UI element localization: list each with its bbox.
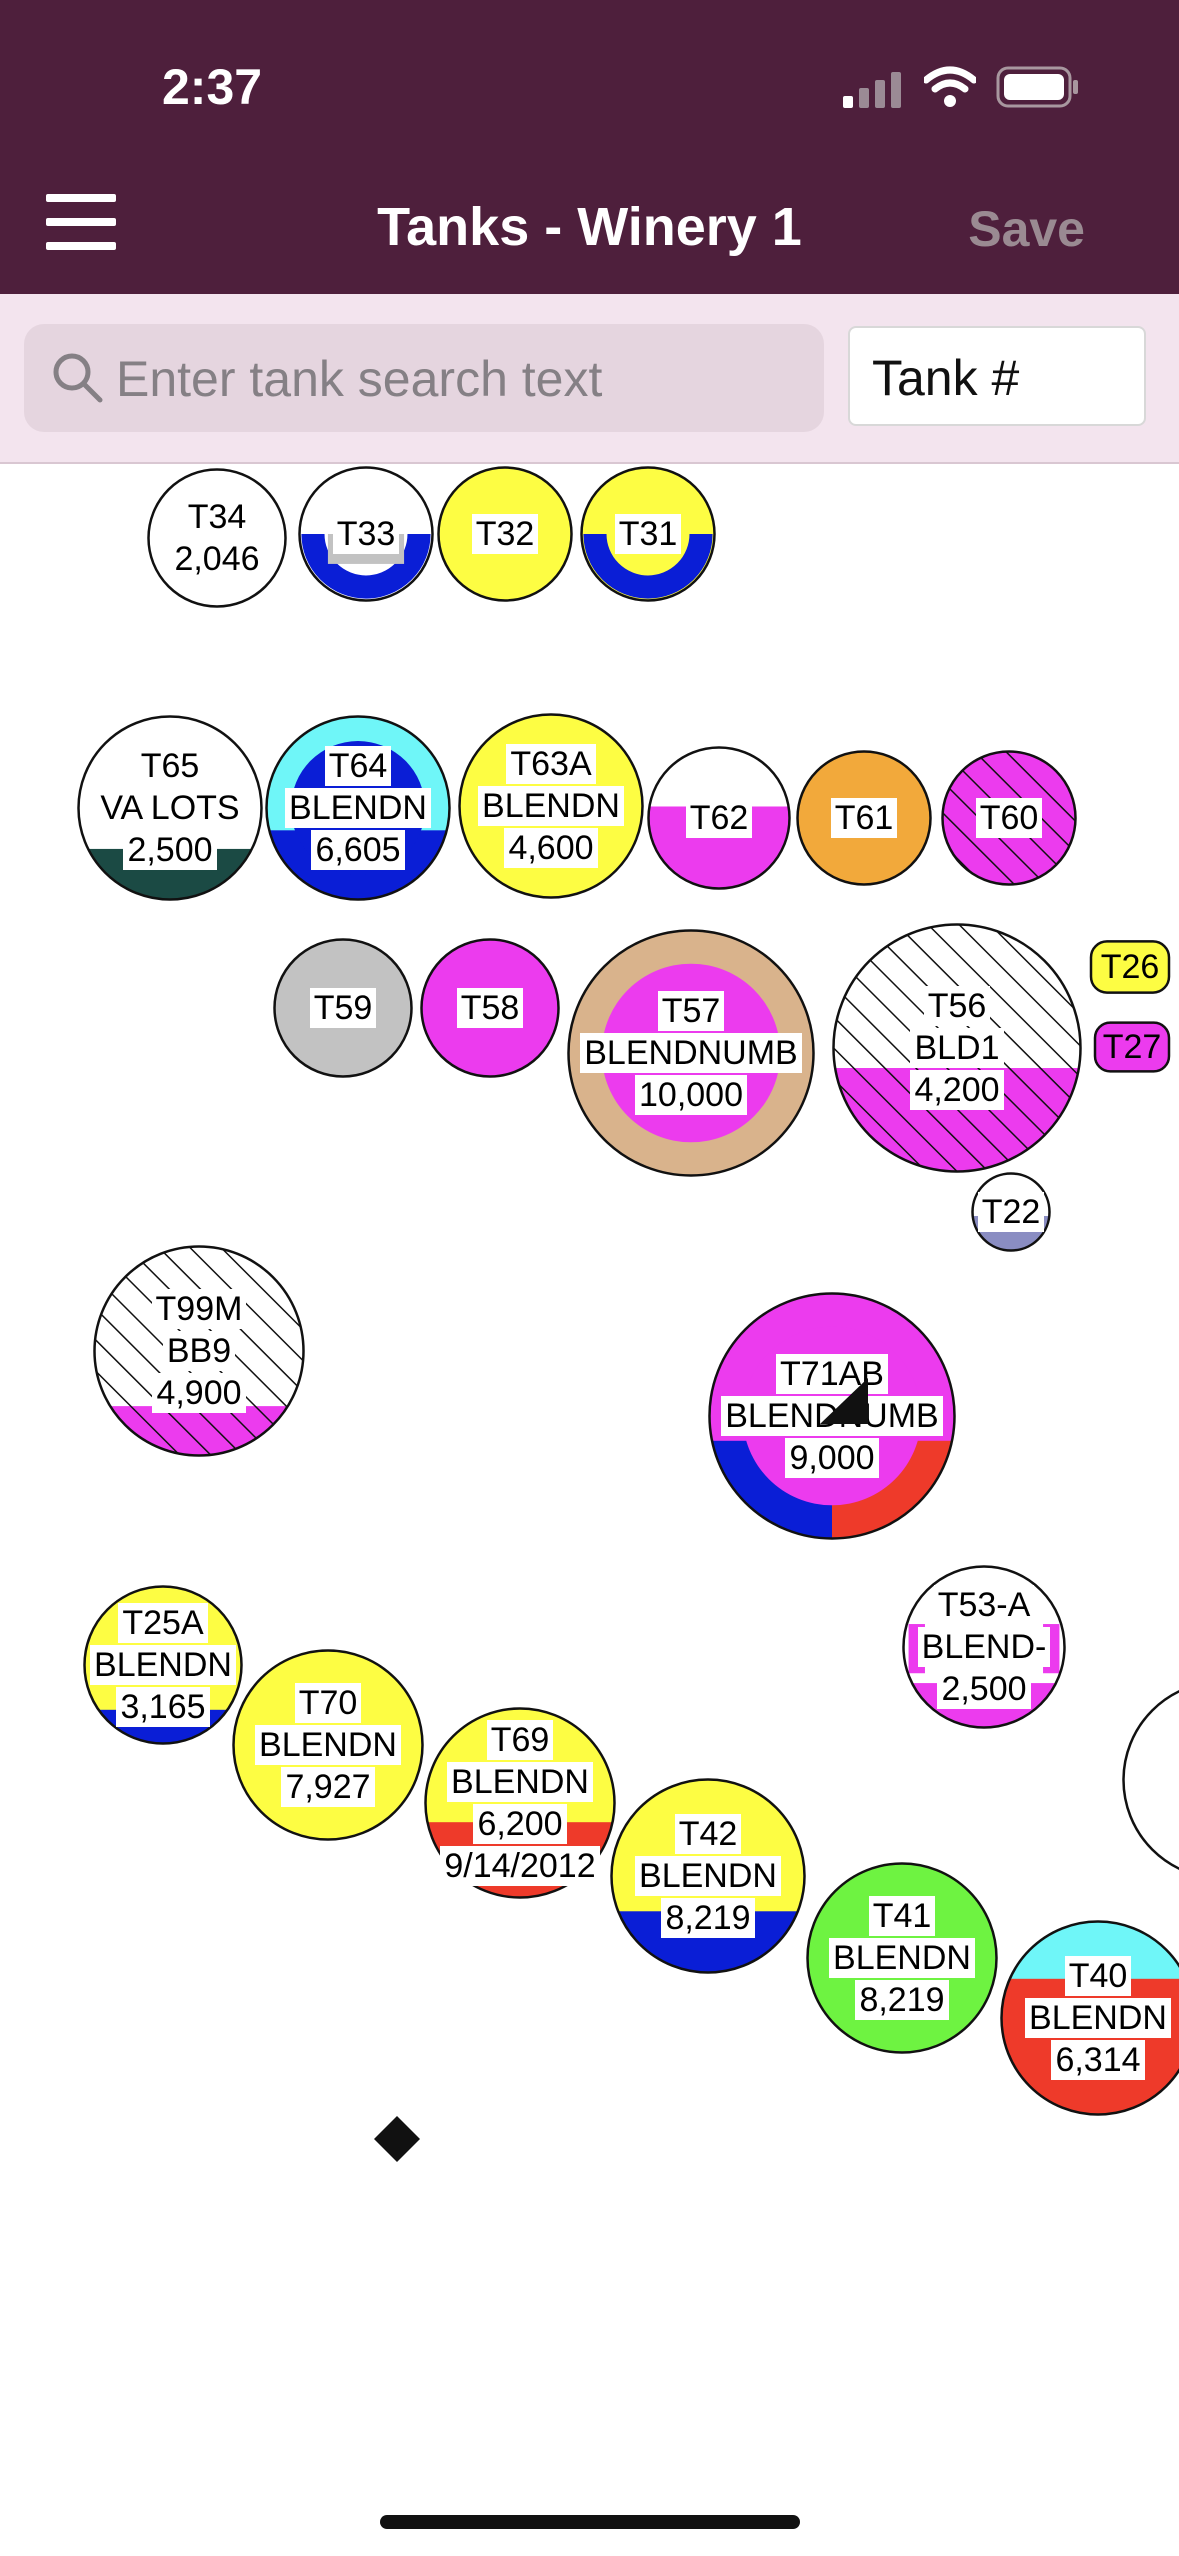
tank-t70[interactable]: T70 BLENDN 7,927 (232, 1649, 424, 1841)
tank-shape (832, 923, 1082, 1173)
tank-map[interactable]: T34 2,046 T33 T32 T31 T65 VA LOTS 2,500 T64… (0, 464, 1179, 2504)
menu-icon-bar (46, 242, 116, 250)
tank-shape (567, 929, 815, 1177)
tank-t34[interactable]: T34 2,046 (147, 468, 287, 608)
tank-shape (806, 1862, 998, 2054)
tank-t53a[interactable]: T53-A BLEND- 2,500 (902, 1565, 1066, 1729)
wifi-icon (924, 66, 976, 107)
search-bar: Tank # (0, 294, 1179, 464)
tank-shape (424, 1707, 616, 1899)
tank-t65[interactable]: T65 VA LOTS 2,500 (77, 715, 263, 901)
tank-t69[interactable]: T69 BLENDN 6,200 9/14/2012 (424, 1707, 616, 1899)
tank-t25a[interactable]: T25A BLENDN 3,165 (83, 1585, 243, 1745)
menu-icon-bar (46, 218, 116, 226)
tank-shape (1122, 1681, 1179, 1879)
tank-t41[interactable]: T41 BLENDN 8,219 (806, 1862, 998, 2054)
app-header: 2:37 Tanks - Winery 1 Save (0, 0, 1179, 294)
tank-shape (298, 466, 434, 602)
menu-icon-bar (46, 194, 116, 202)
battery-icon (996, 66, 1078, 108)
save-button[interactable]: Save (968, 201, 1085, 257)
tank-t22[interactable]: T22 (971, 1172, 1051, 1252)
search-field[interactable] (24, 324, 824, 434)
page-title: Tanks - Winery 1 (377, 197, 802, 257)
tank-t27[interactable]: T27 (1093, 1009, 1171, 1085)
menu-button[interactable] (46, 194, 116, 250)
tank-t42[interactable]: T42 BLENDN 8,219 (610, 1778, 806, 1974)
tank-shape (147, 468, 287, 608)
tank-shape (1000, 1920, 1179, 2116)
tank-t99m[interactable]: T99M BB9 4,900 (93, 1245, 305, 1457)
tank-t33[interactable]: T33 (298, 466, 434, 602)
triangle-marker-icon (820, 1378, 868, 1424)
diamond-marker-icon (374, 2116, 420, 2162)
tank-shape (902, 1565, 1066, 1729)
tank-shape (610, 1778, 806, 1974)
tank-shape (941, 750, 1077, 886)
tank-t59[interactable]: T59 (273, 938, 413, 1078)
tank-shape (93, 1245, 305, 1457)
tank-shape (273, 938, 413, 1078)
tank-shape (1089, 940, 1171, 994)
tank-t58[interactable]: T58 (420, 938, 560, 1078)
tank-shape (77, 715, 263, 901)
tank-t57[interactable]: T57 BLENDNUMB 10,000 (567, 929, 815, 1177)
tank-shape (83, 1585, 243, 1745)
status-time: 2:37 (162, 59, 263, 115)
tank-shape (265, 715, 451, 901)
tank-t64[interactable]: T64 BLENDN 6,605 (265, 715, 451, 901)
tank-shape (437, 466, 573, 602)
search-input[interactable] (114, 324, 818, 434)
tank-shape (971, 1172, 1051, 1252)
home-indicator (380, 2515, 800, 2529)
tank-shape (458, 713, 644, 899)
tank-t26[interactable]: T26 (1089, 927, 1171, 1007)
tank-t63a[interactable]: T63A BLENDN 4,600 (458, 713, 644, 899)
tank-t31[interactable]: T31 (580, 466, 716, 602)
tank-shape (580, 466, 716, 602)
search-icon (53, 353, 103, 403)
tank-t56[interactable]: T56 BLD1 4,200 (832, 923, 1082, 1173)
tank-t62[interactable]: T62 (647, 746, 791, 890)
tank-partial[interactable]: T3 (1122, 1680, 1179, 1880)
tank-shape (232, 1649, 424, 1841)
tank-t60[interactable]: T60 (941, 750, 1077, 886)
tank-shape (420, 938, 560, 1078)
tank-shape (1093, 1021, 1171, 1073)
tank-t32[interactable]: T32 (437, 466, 573, 602)
signal-icon (843, 72, 901, 108)
sort-select[interactable]: Tank # (848, 326, 1146, 426)
tank-shape (647, 746, 791, 890)
tank-t40[interactable]: T40 BLENDN 6,314 (1000, 1920, 1179, 2116)
tank-t61[interactable]: T61 (796, 750, 932, 886)
tank-shape (796, 750, 932, 886)
